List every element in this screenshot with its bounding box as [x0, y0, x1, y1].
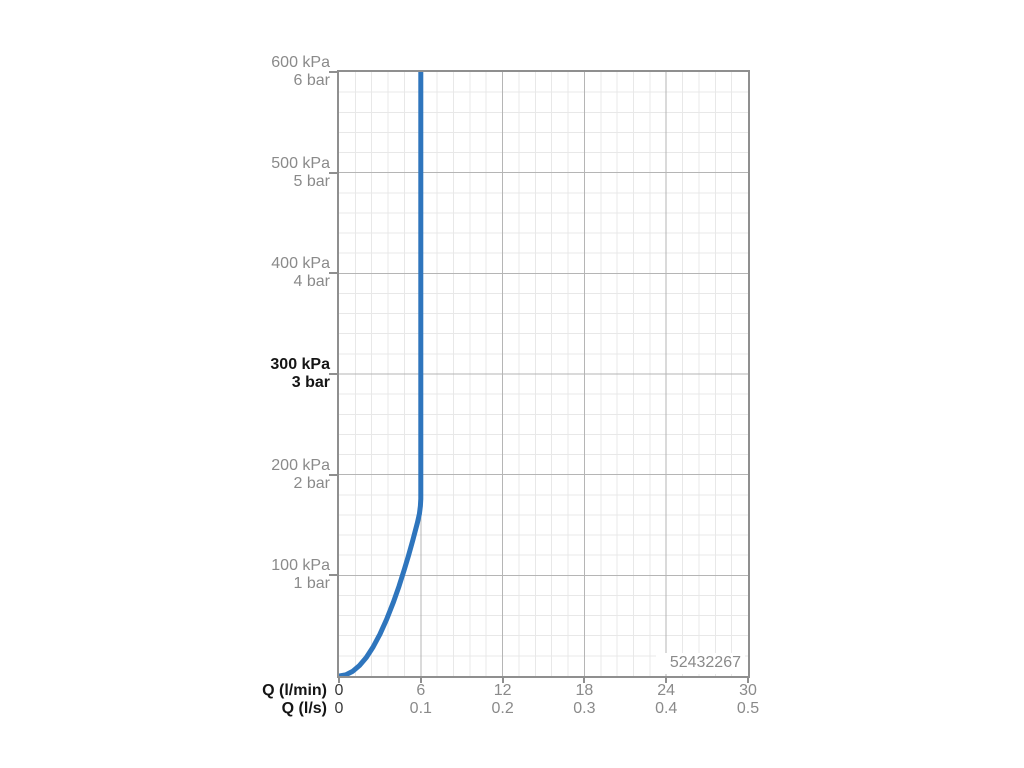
x-tick-label-ls: 0.1 [409, 700, 432, 717]
x-tick-label-lmin: 6 [416, 682, 426, 699]
plot-area: 52432267 [337, 70, 750, 678]
y-label-bar: 1 bar [293, 575, 330, 593]
y-label-bar: 6 bar [293, 72, 330, 89]
x-tick-label-ls: 0 [334, 700, 344, 717]
y-tick-mark [329, 171, 337, 174]
y-tick-label: 300 kPa 3 bar [200, 356, 330, 392]
x-tick-mark [583, 678, 586, 683]
y-tick-label: 200 kPa 2 bar [200, 457, 330, 493]
y-label-kpa: 300 kPa [270, 356, 330, 373]
y-tick-mark [329, 71, 337, 73]
y-label-bar: 4 bar [293, 273, 330, 291]
y-tick-mark [329, 272, 337, 275]
y-tick-label: 100 kPa 1 bar [200, 557, 330, 593]
y-tick-label: 400 kPa 4 bar [200, 255, 330, 291]
x-tick-label-lmin: 18 [575, 682, 594, 699]
y-tick-mark [329, 473, 337, 476]
x-axis-title-ls: Q (l/s) [281, 700, 327, 717]
x-tick-label-lmin: 30 [739, 682, 757, 699]
flow-pressure-curve [339, 72, 424, 676]
x-tick-label-ls: 0.5 [736, 700, 760, 717]
x-tick-mark [419, 678, 422, 683]
y-tick-label: 600 kPa 6 bar [200, 54, 330, 90]
y-label-kpa: 400 kPa [271, 255, 330, 273]
x-tick-label-lmin: 24 [657, 682, 676, 699]
y-label-kpa: 100 kPa [271, 557, 330, 575]
x-tick-label-lmin: 12 [493, 682, 512, 699]
y-tick-mark [329, 373, 337, 375]
y-label-kpa: 200 kPa [271, 456, 330, 474]
y-tick-mark [329, 574, 337, 577]
x-tick-mark [501, 678, 504, 683]
curve-id-annotation: 52432267 [655, 653, 745, 674]
x-tick-mark [747, 678, 749, 683]
x-tick-mark [665, 678, 668, 683]
x-axis-title-lmin: Q (l/min) [262, 682, 327, 699]
x-tick-mark [338, 678, 340, 683]
x-tick-label-ls: 0.3 [573, 700, 596, 717]
y-label-bar: 5 bar [293, 172, 330, 190]
y-label-kpa: 500 kPa [271, 154, 330, 172]
x-tick-label-lmin: 0 [334, 682, 344, 699]
y-label-bar: 3 bar [291, 374, 330, 391]
pressure-flow-chart [339, 72, 748, 676]
y-label-kpa: 600 kPa [271, 54, 330, 71]
x-tick-label-ls: 0.4 [655, 700, 678, 717]
y-label-bar: 2 bar [293, 474, 330, 492]
y-tick-label: 500 kPa 5 bar [200, 155, 330, 191]
x-tick-label-ls: 0.2 [491, 700, 514, 717]
